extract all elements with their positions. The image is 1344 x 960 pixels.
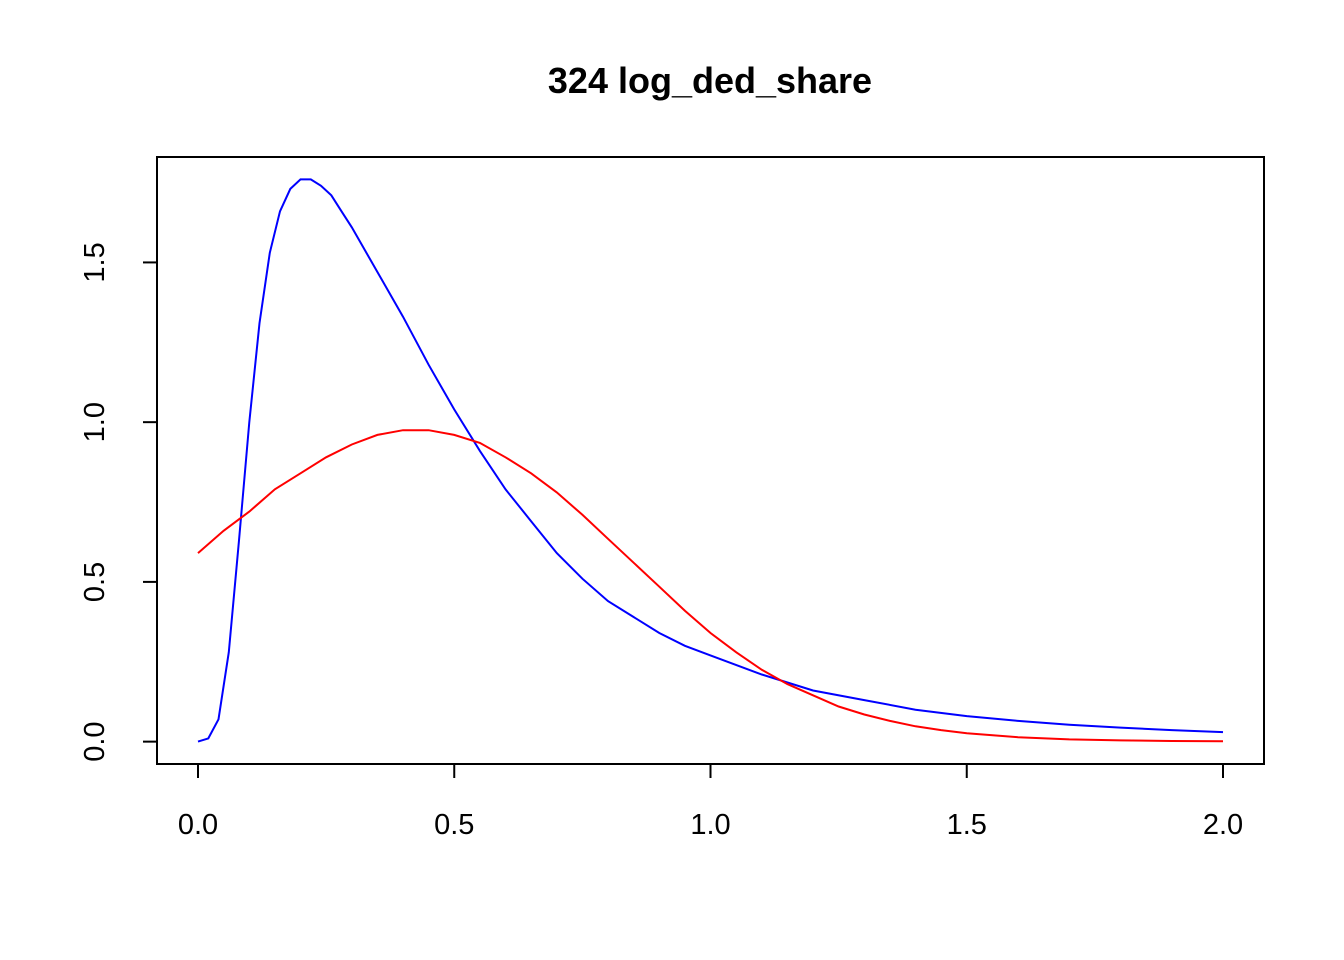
series-line-1 — [197, 178, 1224, 743]
y-tick-label: 0.5 — [79, 562, 111, 602]
y-tick-label: 1.0 — [79, 402, 111, 442]
x-tick-label: 0.5 — [434, 809, 474, 841]
y-tick-label: 0.0 — [79, 721, 111, 761]
x-tick-label: 0.0 — [178, 809, 218, 841]
chart-title: 324 log_ded_share — [548, 60, 872, 101]
y-tick-label: 1.5 — [79, 242, 111, 282]
x-tick-label: 1.0 — [690, 809, 730, 841]
y-axis: 0.0 0.5 1.0 1.5 — [79, 242, 158, 762]
x-tick-label: 2.0 — [1203, 809, 1243, 841]
series-layer — [197, 178, 1224, 743]
x-axis: 0.0 0.5 1.0 1.5 2.0 — [178, 763, 1243, 841]
plot-frame — [156, 156, 1265, 765]
series-line-2 — [197, 429, 1224, 743]
x-tick-label: 1.5 — [947, 809, 987, 841]
